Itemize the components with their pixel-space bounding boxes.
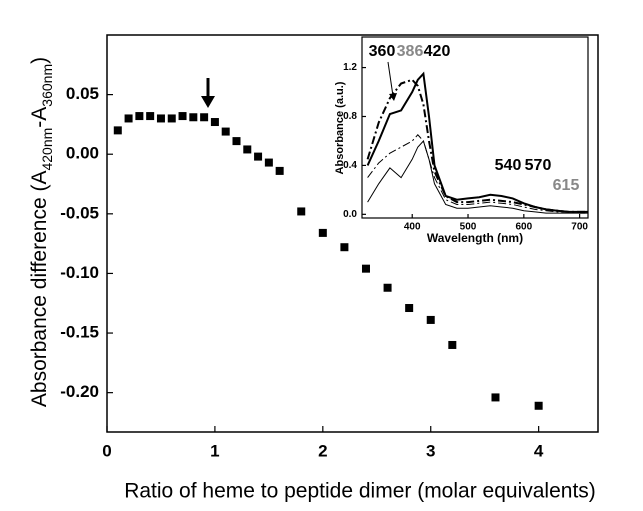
y-tick-label: -0.20 [60,382,99,401]
data-point [200,113,209,122]
y-tick-label: 0.00 [66,144,99,163]
annotation: 615 [553,177,580,194]
data-point [156,114,165,123]
data-point [264,158,273,167]
x-tick-label: 600 [515,222,532,233]
y-tick-label: -0.10 [60,263,99,282]
x-tick-label: 3 [426,441,435,460]
y-axis-label: Absorbance difference (A420nm-A360nm) [28,57,55,407]
y-tick-label: 0.0 [343,209,357,220]
y-tick-label: 1.2 [343,62,357,73]
data-point [318,228,327,237]
data-point [405,304,414,313]
y-tick-label: 0.4 [343,160,357,171]
x-tick-label: 4 [534,441,544,460]
x-tick-label: 2 [318,441,327,460]
annotation: 570 [525,157,552,174]
data-point [189,113,198,122]
data-point [340,243,349,252]
data-point [178,112,187,121]
data-point [297,207,306,216]
plot-frame [106,34,599,433]
x-tick-label: 700 [571,222,588,233]
x-tick-label: 0 [102,441,111,460]
y-tick-label: 0.8 [343,111,357,122]
y-tick-label: -0.05 [60,203,99,222]
inset-arrow [387,61,397,101]
data-point [534,401,543,410]
x-tick-label: 400 [404,222,421,233]
y-axis-label: Absorbance (a.u.) [334,81,346,174]
data-point [210,118,219,127]
data-point [146,112,155,121]
data-point [361,264,370,273]
data-point [221,127,230,136]
inset-frame [361,36,589,219]
data-point [113,126,122,135]
annotation: 360 [369,43,396,60]
data-point [491,393,500,402]
x-tick-label: 500 [460,222,477,233]
data-point [254,152,263,161]
data-point [135,112,144,121]
data-point [124,114,133,123]
data-point [448,340,457,349]
spectrum-line [367,140,588,214]
x-axis-label: Ratio of heme to peptide dimer (molar eq… [124,480,596,503]
x-axis-label: Wavelength (nm) [427,231,523,245]
y-tick-label: 0.05 [66,84,99,103]
y-tick-label: -0.15 [60,323,99,342]
spectrum-line [367,134,588,214]
data-point [383,283,392,292]
data-point [232,137,241,146]
main-arrow [201,78,215,108]
data-point [167,114,176,123]
x-tick-label: 1 [210,441,219,460]
spectrum-line [366,78,588,213]
data-point [243,145,252,154]
data-point [275,166,284,175]
data-point [426,315,435,324]
annotation: 540 [495,157,522,174]
annotation: 386 [397,43,424,60]
annotation: 420 [424,43,451,60]
